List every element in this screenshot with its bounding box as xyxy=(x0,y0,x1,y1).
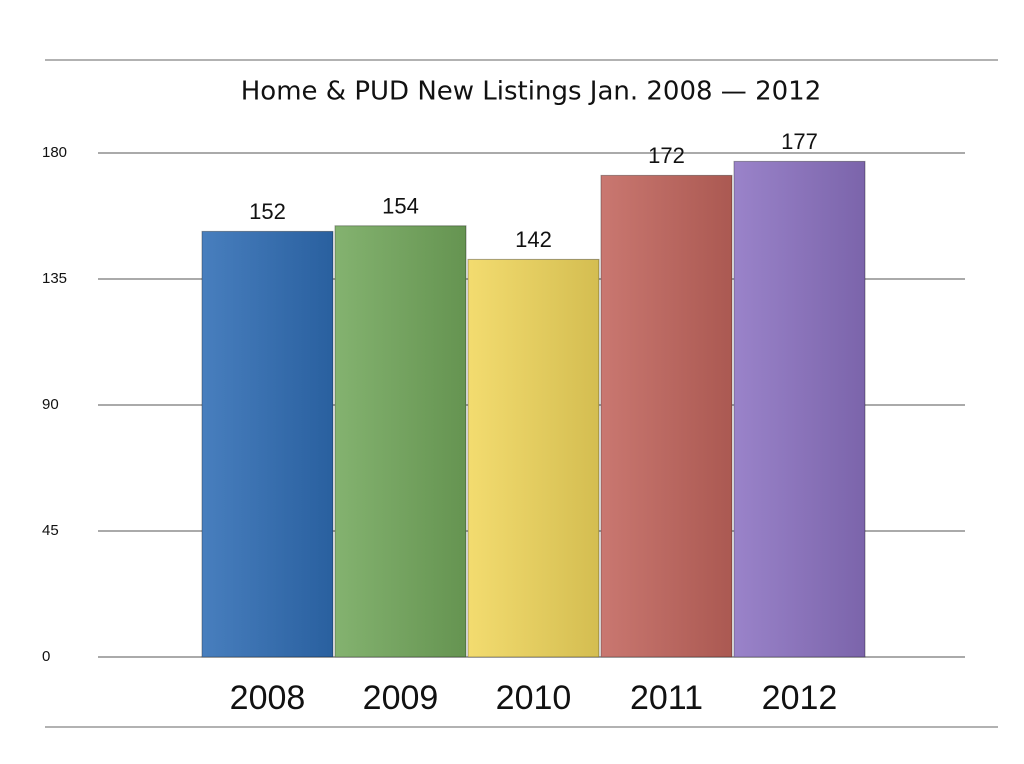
x-tick-label: 2011 xyxy=(630,679,703,717)
value-label: 152 xyxy=(249,199,286,224)
y-tick-label: 45 xyxy=(42,522,59,539)
bar-shade xyxy=(335,225,466,658)
chart-title: Home & PUD New Listings Jan. 2008 — 2012 xyxy=(241,77,822,107)
bar-shade xyxy=(601,175,732,657)
bar-shade xyxy=(202,231,333,657)
bar-shade xyxy=(734,161,865,657)
value-label: 142 xyxy=(515,227,552,252)
y-tick-label: 90 xyxy=(42,396,59,413)
x-tick-label: 2012 xyxy=(762,679,838,717)
y-tick-label: 0 xyxy=(42,648,50,665)
y-tick-label: 180 xyxy=(42,144,67,161)
x-tick-label: 2008 xyxy=(230,679,306,717)
y-tick-label: 135 xyxy=(42,270,67,287)
x-tick-label: 2009 xyxy=(363,679,439,717)
x-tick-label: 2010 xyxy=(496,679,572,717)
bar-shade xyxy=(468,259,599,657)
value-label: 177 xyxy=(781,129,818,154)
value-label: 154 xyxy=(382,194,419,219)
value-label: 172 xyxy=(648,143,685,168)
